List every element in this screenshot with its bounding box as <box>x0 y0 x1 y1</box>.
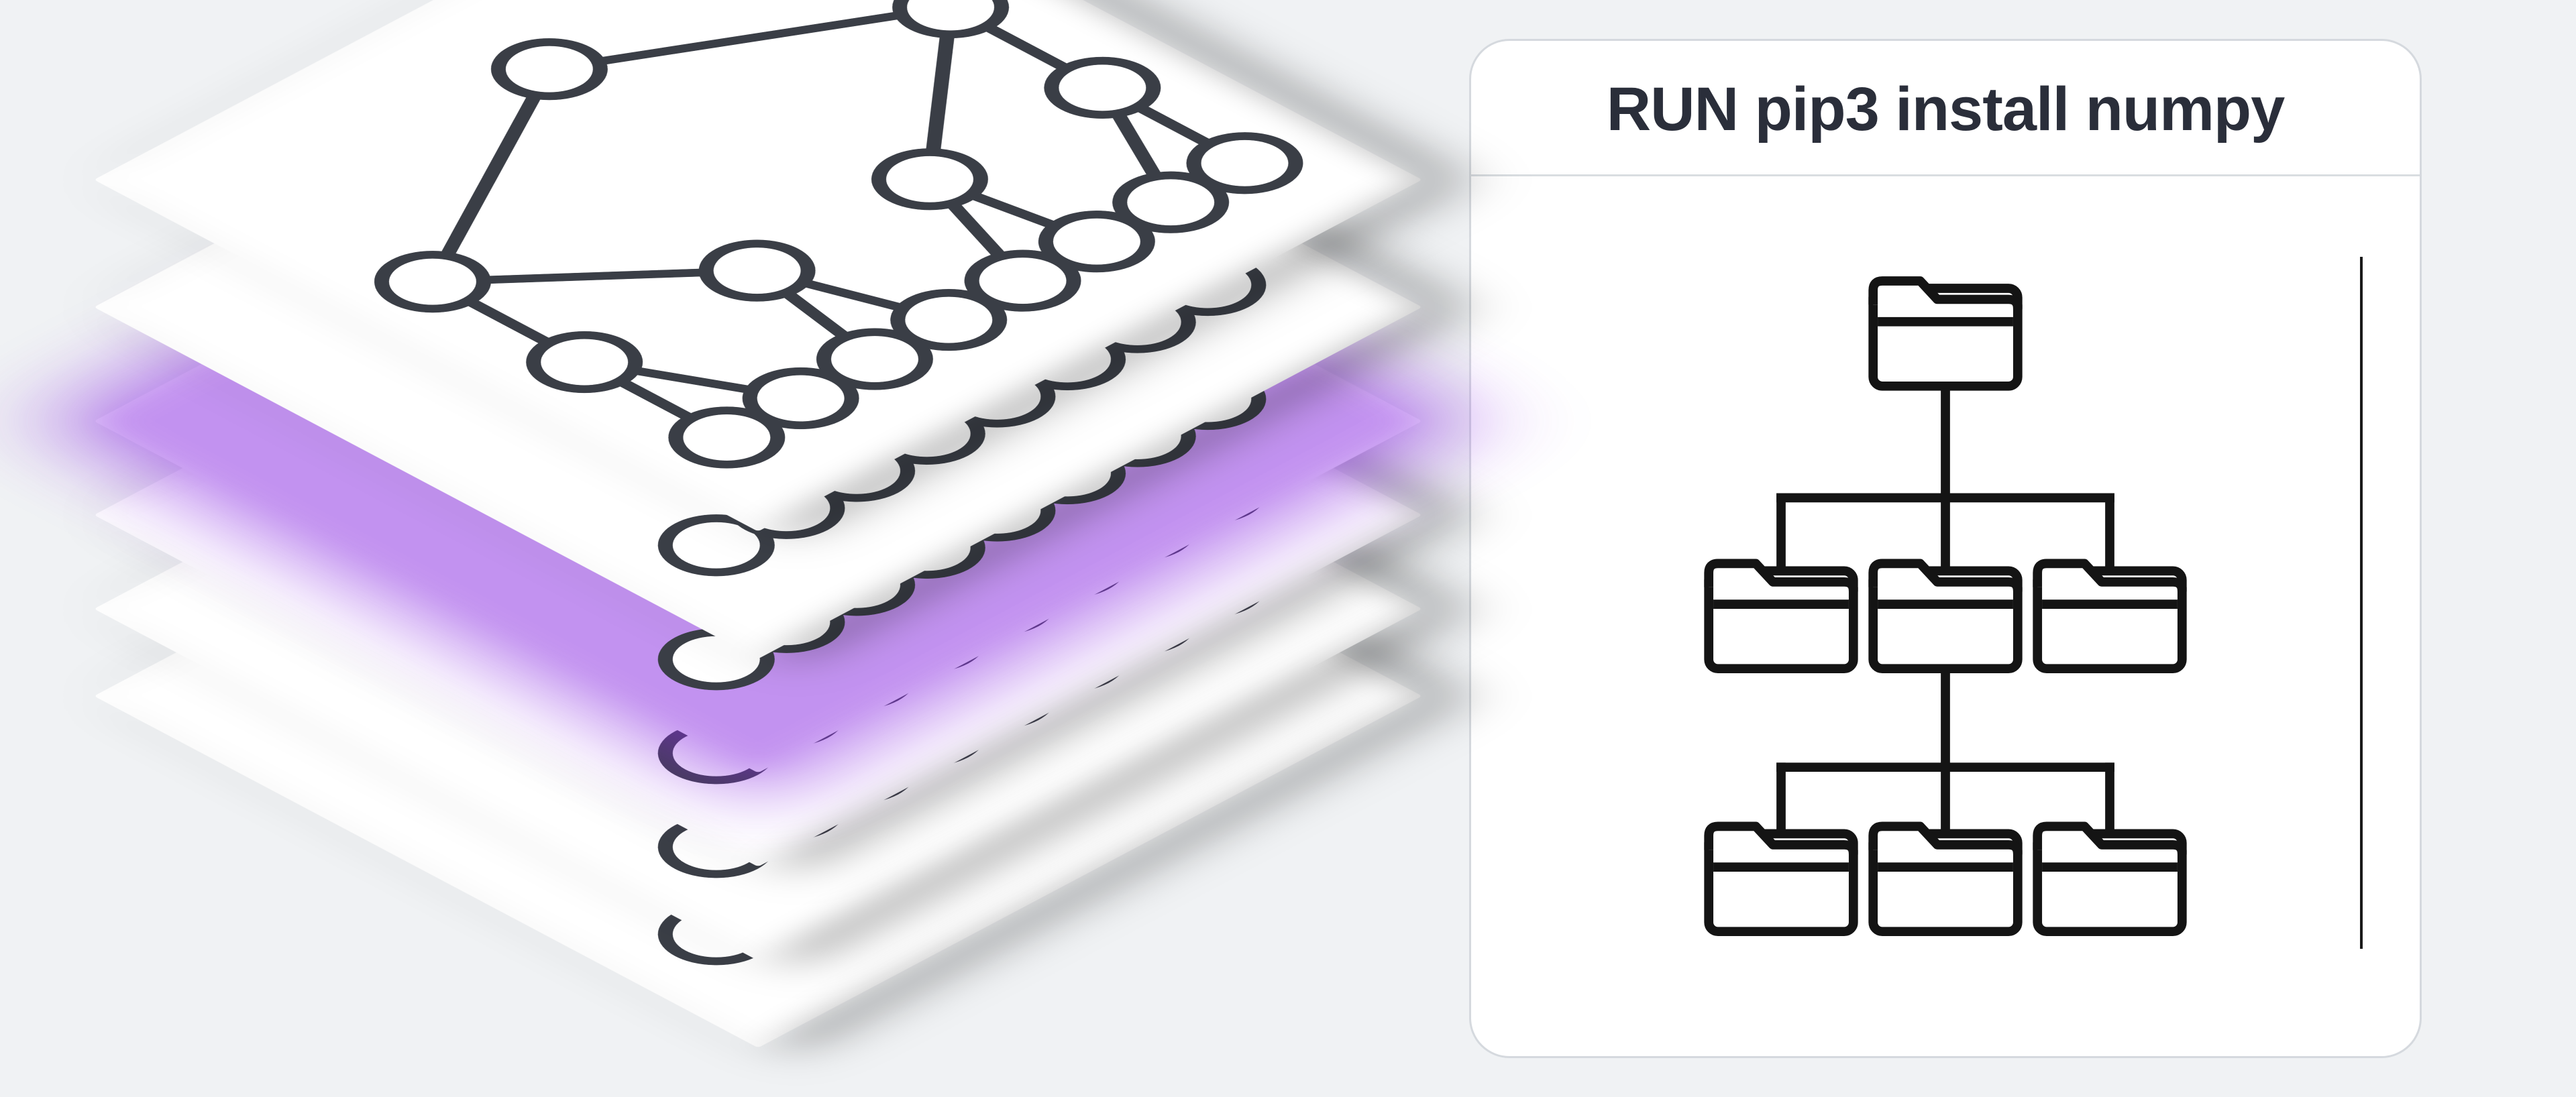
diagram-canvas: RUN pip3 install numpy <box>0 0 2576 1097</box>
card-body <box>1471 176 2420 1056</box>
layout-wrap: RUN pip3 install numpy <box>0 0 2576 1097</box>
layer-detail-card: RUN pip3 install numpy <box>1469 39 2422 1058</box>
card-header: RUN pip3 install numpy <box>1471 41 2420 176</box>
vertical-divider <box>2360 257 2363 949</box>
layer-stack <box>154 79 1362 1018</box>
card-title: RUN pip3 install numpy <box>1498 74 2393 145</box>
folder-tree <box>1617 247 2274 972</box>
folder-tree-holder <box>1511 217 2379 1002</box>
